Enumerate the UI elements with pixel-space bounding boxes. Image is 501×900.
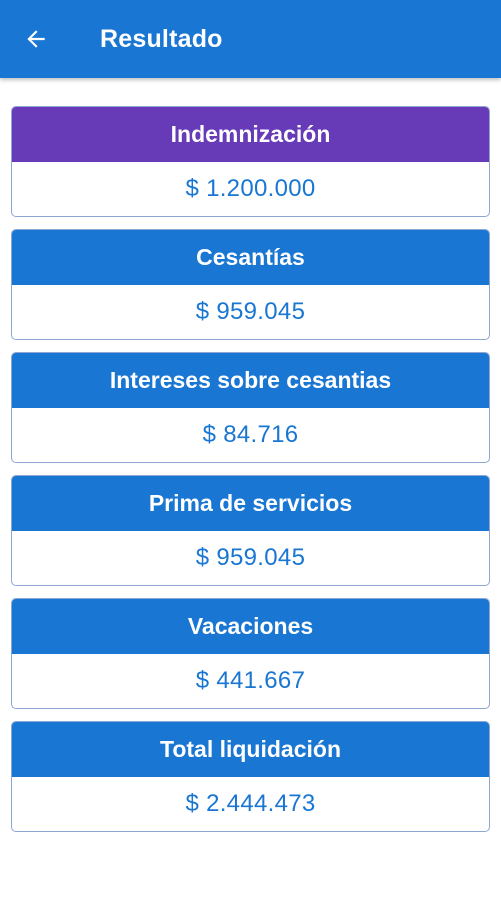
result-label: Total liquidación xyxy=(12,722,489,777)
result-card-cesantias: Cesantías $ 959.045 xyxy=(11,229,490,340)
result-label: Intereses sobre cesantias xyxy=(12,353,489,408)
result-card-total-liquidacion: Total liquidación $ 2.444.473 xyxy=(11,721,490,832)
result-label: Vacaciones xyxy=(12,599,489,654)
result-card-indemnizacion: Indemnización $ 1.200.000 xyxy=(11,106,490,217)
result-value: $ 441.667 xyxy=(195,666,306,694)
page-title: Resultado xyxy=(100,25,223,53)
result-value: $ 959.045 xyxy=(195,543,306,571)
arrow-left-icon xyxy=(27,30,45,48)
result-value: $ 1.200.000 xyxy=(185,174,316,202)
result-card-prima-servicios: Prima de servicios $ 959.045 xyxy=(11,475,490,586)
result-card-intereses-cesantias: Intereses sobre cesantias $ 84.716 xyxy=(11,352,490,463)
back-button[interactable] xyxy=(14,17,58,61)
result-label: Prima de servicios xyxy=(12,476,489,531)
result-label: Indemnización xyxy=(12,107,489,162)
result-value: $ 84.716 xyxy=(202,420,299,448)
result-label: Cesantías xyxy=(12,230,489,285)
result-value: $ 2.444.473 xyxy=(185,789,316,817)
results-list: Indemnización $ 1.200.000 Cesantías $ 95… xyxy=(11,106,490,844)
app-bar: Resultado xyxy=(0,0,501,78)
result-card-vacaciones: Vacaciones $ 441.667 xyxy=(11,598,490,709)
result-value: $ 959.045 xyxy=(195,297,306,325)
